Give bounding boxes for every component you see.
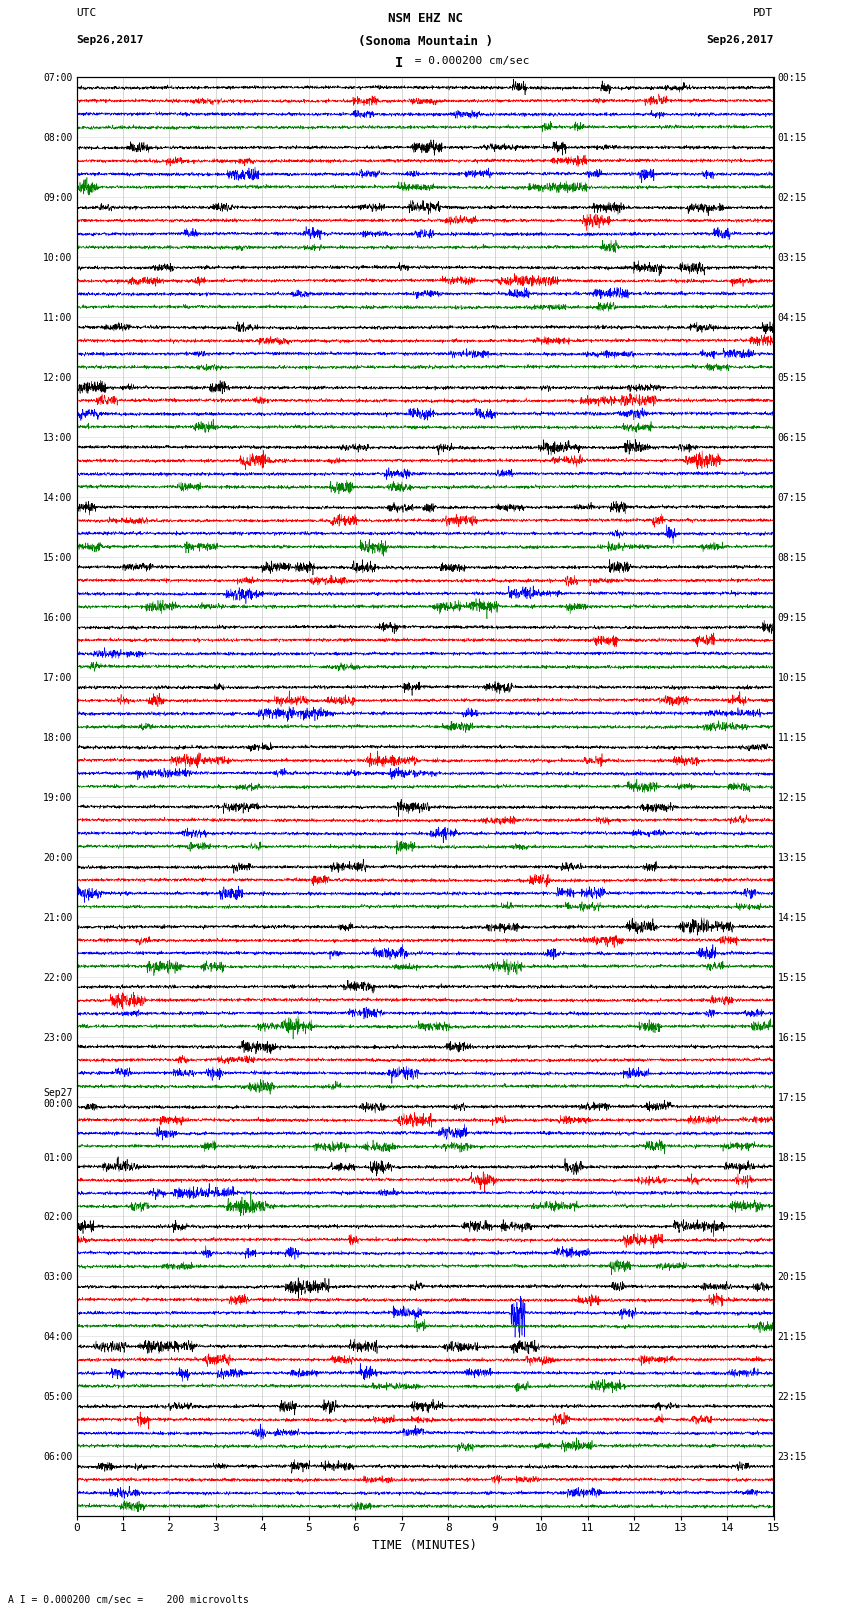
Text: NSM EHZ NC: NSM EHZ NC (388, 11, 462, 24)
Text: = 0.000200 cm/sec: = 0.000200 cm/sec (408, 56, 530, 66)
Text: A I = 0.000200 cm/sec =    200 microvolts: A I = 0.000200 cm/sec = 200 microvolts (8, 1595, 249, 1605)
Text: (Sonoma Mountain ): (Sonoma Mountain ) (358, 35, 492, 48)
Text: I: I (395, 56, 404, 69)
Text: PDT: PDT (753, 8, 774, 18)
Text: UTC: UTC (76, 8, 97, 18)
Text: Sep26,2017: Sep26,2017 (76, 35, 144, 45)
Text: Sep26,2017: Sep26,2017 (706, 35, 774, 45)
X-axis label: TIME (MINUTES): TIME (MINUTES) (372, 1539, 478, 1552)
